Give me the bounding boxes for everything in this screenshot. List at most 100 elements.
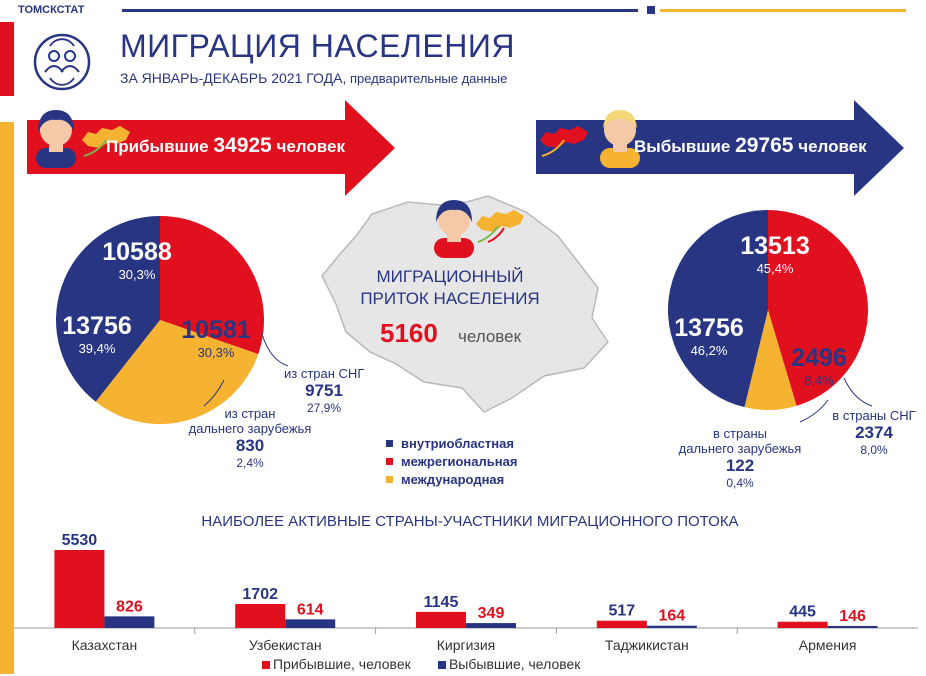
arrivals-bar-label-2: 1145	[424, 594, 459, 611]
arrivals-pie-slice-0	[160, 216, 264, 355]
arrivals-international-label: 10581 30,3%	[168, 316, 264, 360]
arrivals-cis-value: 9751	[305, 381, 343, 400]
arrivals-label: Прибывшие	[106, 137, 209, 156]
legend-swatch-intl	[386, 476, 393, 483]
person-female-icon	[36, 110, 76, 168]
arrivals-cis-callout: из стран СНГ 9751 27,9%	[284, 366, 364, 415]
departures-bar-1	[285, 619, 336, 628]
arrivals-bar-label-4: 445	[789, 604, 816, 621]
legend-interregional: межрегиональная	[386, 454, 517, 469]
arrivals-interregional-value: 10588	[102, 238, 172, 266]
arrivals-bar-label-0: 5530	[62, 532, 98, 549]
departures-intraregional-label: 13756 46,2%	[662, 314, 756, 358]
departures-bar-2	[466, 623, 516, 628]
bar-chart-title: НАИБОЛЕЕ АКТИВНЫЕ СТРАНЫ-УЧАСТНИКИ МИГРА…	[201, 513, 739, 530]
departures-far-abroad-label1: в страны	[713, 426, 767, 441]
legend-intraregional-label: внутриобластная	[401, 436, 514, 451]
departures-international-label: 2496 8,4%	[786, 344, 852, 388]
category-label-1: Узбекистан	[249, 637, 322, 653]
departures-interregional-label: 13513 45,4%	[730, 232, 820, 276]
legend-international-label: международная	[401, 472, 505, 487]
people-exchange-icon	[33, 33, 91, 91]
center-title-line2: ПРИТОК НАСЕЛЕНИЯ	[360, 289, 540, 308]
legend-international: международная	[386, 472, 504, 487]
arrivals-intraregional-value: 13756	[62, 312, 132, 340]
arrivals-far-abroad-value: 830	[235, 436, 265, 455]
arrivals-international-value: 10581	[181, 316, 251, 344]
countries-bar-chart: 5530 826 Казахстан 1702 614 Узбекистан 1145 349…	[14, 532, 918, 653]
departures-cis-callout: в страны СНГ 2374 8,0%	[824, 408, 924, 457]
legend-interregional-label: межрегиональная	[401, 454, 518, 469]
departures-far-abroad-callout: в страны дальнего зарубежья 122 0,4%	[668, 426, 812, 490]
departures-bar-4	[827, 625, 878, 628]
center-title-line1: МИГРАЦИОННЫЙ	[376, 267, 524, 286]
departures-bar-label-1: 614	[297, 601, 324, 618]
departures-interregional-pct: 45,4%	[756, 261, 794, 276]
departures-bar-label-3: 164	[658, 608, 685, 625]
departures-bar-3	[646, 625, 697, 628]
arrivals-bar-label-3: 517	[608, 603, 635, 620]
departures-total: 29765	[735, 134, 794, 157]
arrivals-interregional-pct: 30,3%	[118, 267, 156, 282]
departures-pie-chart	[668, 210, 868, 410]
departures-international-value: 2496	[791, 344, 847, 372]
arrivals-callout-lines	[203, 333, 289, 407]
net-migration-unit: человек	[458, 327, 522, 346]
arrivals-bar-3	[596, 620, 647, 628]
header-divider-accent	[660, 9, 906, 12]
arrivals-intraregional-pct: 39,4%	[78, 341, 116, 356]
page-title: МИГРАЦИЯ НАСЕЛЕНИЯ	[120, 28, 515, 64]
departures-cis-pct: 8,0%	[860, 443, 888, 457]
person-center-icon	[434, 200, 474, 258]
departures-summary: Выбывшие 29765 человек	[634, 134, 867, 158]
arrivals-pie-slice-2	[55, 216, 160, 402]
side-bar-red	[0, 22, 14, 96]
departures-cis-label: в страны СНГ	[832, 408, 916, 423]
russia-map-icon-center	[476, 210, 524, 243]
arrivals-international-pct: 30,3%	[197, 345, 235, 360]
side-bar-yellow	[0, 122, 14, 674]
arrivals-summary: Прибывшие 34925 человек	[106, 134, 345, 158]
category-label-2: Киргизия	[437, 637, 496, 653]
arrivals-total: 34925	[213, 134, 272, 157]
departures-callout-lines	[799, 377, 873, 423]
russia-map-icon	[82, 126, 130, 157]
arrivals-cis-label: из стран СНГ	[284, 366, 365, 381]
departures-intraregional-pct: 46,2%	[690, 343, 728, 358]
category-label-0: Казахстан	[72, 637, 138, 653]
legend-swatch-arrivals	[262, 661, 270, 669]
arrivals-far-abroad-label1: из стран	[224, 406, 276, 421]
arrivals-arrow	[27, 100, 395, 196]
arrivals-bar-4	[777, 621, 828, 628]
departures-pie-slice-1	[744, 310, 797, 410]
legend-swatch-intra	[386, 440, 393, 447]
departures-unit: человек	[798, 137, 867, 156]
departures-pie-slice-0	[768, 210, 868, 406]
arrivals-bar-0	[54, 550, 105, 628]
departures-bar-label-2: 349	[478, 605, 505, 622]
departures-bar-label-0: 826	[116, 598, 143, 615]
arrivals-pie-slice-1	[95, 320, 259, 424]
arrivals-intraregional-label: 13756 39,4%	[50, 312, 144, 356]
departures-far-abroad-label2: дальнего зарубежья	[678, 441, 802, 456]
arrivals-far-abroad-callout: из стран дальнего зарубежья 830 2,4%	[178, 406, 322, 470]
arrivals-pie-chart	[55, 216, 264, 424]
brand-name: ТОМСКСТАТ	[18, 4, 85, 16]
arrivals-unit: человек	[276, 137, 345, 156]
page-subtitle: ЗА ЯНВАРЬ-ДЕКАБРЬ 2021 ГОДА, предварител…	[120, 70, 507, 86]
russia-map-icon-departures	[540, 126, 588, 157]
legend-departures-label: Выбывшие, человек	[448, 656, 581, 672]
subtitle-note: предварительные данные	[346, 71, 508, 86]
departures-far-abroad-value: 122	[725, 456, 755, 475]
departures-intraregional-value: 13756	[674, 314, 744, 342]
arrivals-far-abroad-label2: дальнего зарубежья	[188, 421, 312, 436]
arrivals-interregional-label: 10588 30,3%	[92, 238, 182, 282]
net-migration-value: 5160	[380, 318, 438, 348]
arrivals-cis-pct: 27,9%	[306, 401, 342, 415]
bar-chart-legend: Прибывшие, человек Выбывшие, человек	[262, 656, 580, 672]
subtitle-period: ЗА ЯНВАРЬ-ДЕКАБРЬ 2021 ГОДА,	[120, 70, 347, 86]
departures-interregional-value: 13513	[740, 232, 810, 260]
legend-swatch-departures	[437, 661, 446, 669]
arrivals-far-abroad-pct: 2,4%	[236, 456, 264, 470]
header-divider-square	[647, 6, 655, 14]
